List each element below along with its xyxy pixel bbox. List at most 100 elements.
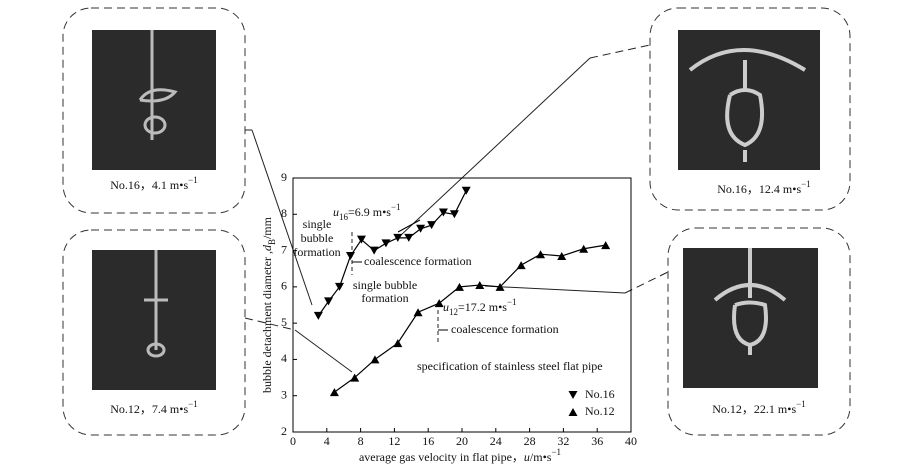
annotation: formation — [361, 291, 408, 305]
marker — [350, 373, 360, 382]
label: No.12，7.4 m•s−1 — [110, 399, 197, 416]
y-tick-label: 5 — [281, 315, 287, 329]
x-tick-label: 4 — [324, 434, 330, 448]
x-tick-label: 16 — [422, 434, 434, 448]
marker — [345, 252, 355, 261]
marker — [536, 250, 546, 259]
connector — [244, 317, 296, 331]
legend-marker — [568, 408, 578, 416]
x-tick-label: 40 — [625, 434, 637, 448]
marker — [557, 252, 567, 261]
series-line — [317, 190, 467, 317]
marker — [413, 308, 423, 317]
photo-panels — [62, 7, 851, 436]
legend-marker — [568, 391, 578, 399]
label: No.12，22.1 m•s−1 — [712, 399, 805, 416]
text-part: 16 — [339, 212, 349, 222]
marker — [579, 244, 589, 253]
text-part: /mm — [260, 216, 274, 239]
x-tick-label: 20 — [456, 434, 468, 448]
marker — [438, 208, 448, 217]
legend-label: No.12 — [585, 404, 615, 418]
text-part: −1 — [507, 297, 517, 307]
marker — [369, 246, 379, 255]
text-part: No.16，12.4 m•s — [717, 182, 801, 196]
connector — [484, 285, 626, 294]
text-part: No.12，22.1 m•s — [712, 402, 796, 416]
bubble-drawing — [138, 30, 178, 140]
legend-label: No.16 — [585, 387, 615, 401]
text-part: d — [260, 244, 274, 251]
label: average gas velocity in flat pipe，u/m•s−… — [359, 447, 561, 464]
marker — [427, 221, 437, 230]
annotation-pointer — [397, 219, 421, 233]
text-part: −1 — [551, 447, 561, 457]
y-tick-label: 9 — [281, 170, 287, 184]
label: bubble detachment diameter ,dB/mm — [260, 216, 277, 393]
connector — [399, 57, 591, 237]
text-part: −1 — [188, 175, 198, 185]
marker — [461, 186, 471, 195]
label: No.16，4.1 m•s−1 — [110, 175, 197, 192]
label: u16=6.9 m•s−1 — [333, 202, 401, 222]
y-tick-label: 7 — [281, 242, 287, 256]
text-part: =17.2 m•s — [458, 300, 507, 314]
marker — [601, 241, 611, 250]
annotation: specification of stainless steel flat pi… — [417, 359, 603, 373]
marker — [449, 210, 459, 219]
marker — [323, 297, 333, 306]
annotation: single bubble — [353, 278, 417, 292]
series-line — [334, 244, 606, 393]
annotation: coalescence formation — [451, 322, 559, 336]
text-part: −1 — [391, 202, 401, 212]
bubble-drawing — [144, 250, 168, 358]
text-part: u — [333, 205, 339, 219]
connectors — [244, 44, 669, 373]
marker — [495, 282, 505, 291]
y-tick-label: 8 — [281, 206, 287, 220]
marker — [329, 388, 339, 397]
bubble-drawing — [713, 248, 787, 355]
annotation: coalescence formation — [364, 254, 472, 268]
text-part: −1 — [796, 399, 806, 409]
connector — [251, 129, 313, 306]
text-part: No.16，4.1 m•s — [110, 178, 188, 192]
text-part: bubble detachment diameter , — [260, 251, 274, 393]
y-tick-label: 4 — [281, 351, 287, 365]
x-tick-label: 8 — [358, 434, 364, 448]
connector — [589, 44, 651, 59]
text-part: 12 — [449, 307, 458, 317]
y-tick-label: 3 — [281, 387, 287, 401]
x-tick-label: 0 — [290, 434, 296, 448]
text-part: B — [267, 239, 277, 245]
y-tick-label: 2 — [281, 424, 287, 438]
marker — [434, 299, 444, 308]
marker — [454, 282, 464, 291]
label: u12=17.2 m•s−1 — [443, 297, 517, 317]
photo — [678, 30, 820, 170]
text-part: =6.9 m•s — [348, 205, 391, 219]
x-tick-label: 32 — [557, 434, 569, 448]
text-part: −1 — [188, 399, 198, 409]
annotation: formation — [293, 245, 340, 259]
marker — [416, 224, 426, 233]
marker — [475, 281, 485, 290]
x-tick-label: 12 — [388, 434, 400, 448]
x-tick-label: 28 — [524, 434, 536, 448]
text-part: No.12，7.4 m•s — [110, 402, 188, 416]
bubble-drawing — [688, 48, 807, 162]
text-part: /m•s — [530, 450, 552, 464]
text-part: average gas velocity in flat pipe， — [359, 450, 524, 464]
marker — [313, 311, 323, 320]
annotation: bubble — [301, 231, 334, 245]
text-part: −1 — [801, 179, 811, 189]
marker — [334, 282, 344, 291]
marker — [370, 355, 380, 364]
marker — [404, 233, 414, 242]
marker — [356, 235, 366, 244]
panel-frame — [649, 7, 851, 211]
marker — [381, 239, 391, 248]
marker — [393, 233, 403, 242]
y-tick-label: 6 — [281, 279, 287, 293]
